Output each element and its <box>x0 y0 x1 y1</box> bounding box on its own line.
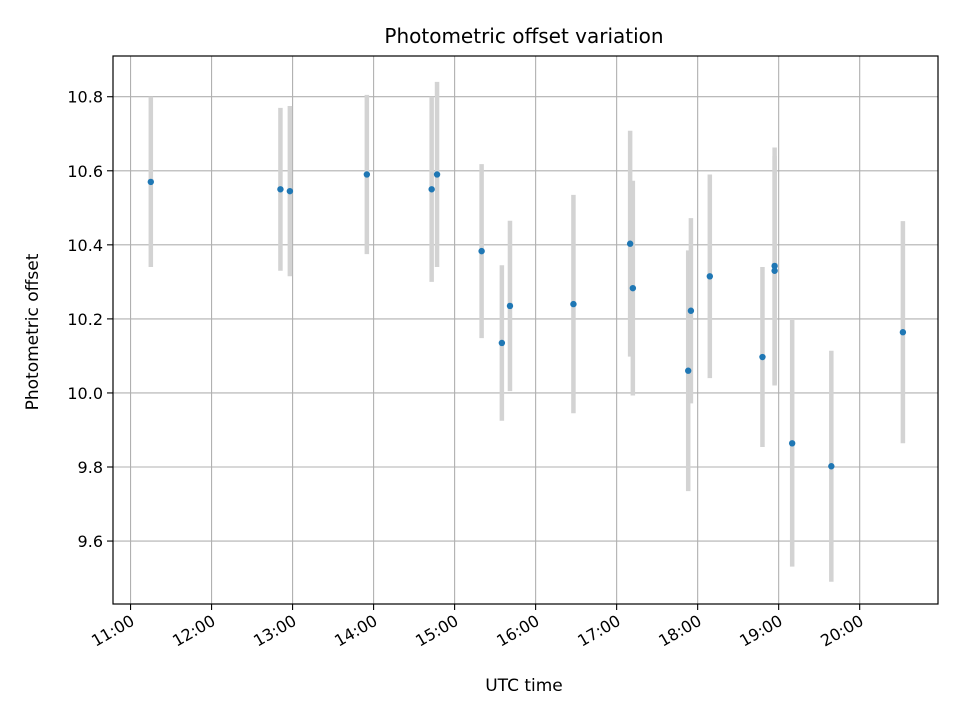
y-tick-label: 10.4 <box>67 236 103 255</box>
data-points <box>147 171 907 470</box>
plot-area-frame <box>112 55 939 605</box>
y-tick-label: 10.2 <box>67 310 103 329</box>
data-point <box>685 367 692 374</box>
data-point <box>629 284 637 292</box>
x-axis-label: UTC time <box>485 676 563 696</box>
data-point <box>626 240 634 247</box>
y-tick-label: 10.8 <box>67 88 103 107</box>
data-point <box>147 178 155 186</box>
data-point <box>428 186 435 193</box>
y-axis-ticks: 9.6 9.8 10.0 10.2 10.4 10.6 10.8 <box>67 88 113 551</box>
data-point <box>277 186 284 193</box>
data-point <box>363 171 371 178</box>
data-point <box>286 187 294 195</box>
data-point <box>570 300 577 308</box>
data-point <box>706 273 714 280</box>
y-tick-label: 10.6 <box>67 162 103 181</box>
data-point <box>899 329 907 336</box>
y-axis-label: Photometric offset <box>23 253 43 410</box>
data-point <box>788 440 796 447</box>
data-point <box>771 262 778 270</box>
data-point <box>771 267 778 274</box>
data-point <box>506 302 514 310</box>
y-tick-label: 9.6 <box>78 532 103 551</box>
data-point <box>759 353 766 361</box>
data-point <box>828 463 835 470</box>
data-point <box>687 307 695 314</box>
data-point <box>433 171 441 178</box>
data-point <box>478 247 485 255</box>
chart-title: Photometric offset variation <box>384 24 663 48</box>
data-point <box>498 339 506 347</box>
y-tick-label: 9.8 <box>78 458 103 477</box>
grid-lines <box>113 56 938 604</box>
y-tick-label: 10.0 <box>67 384 103 403</box>
